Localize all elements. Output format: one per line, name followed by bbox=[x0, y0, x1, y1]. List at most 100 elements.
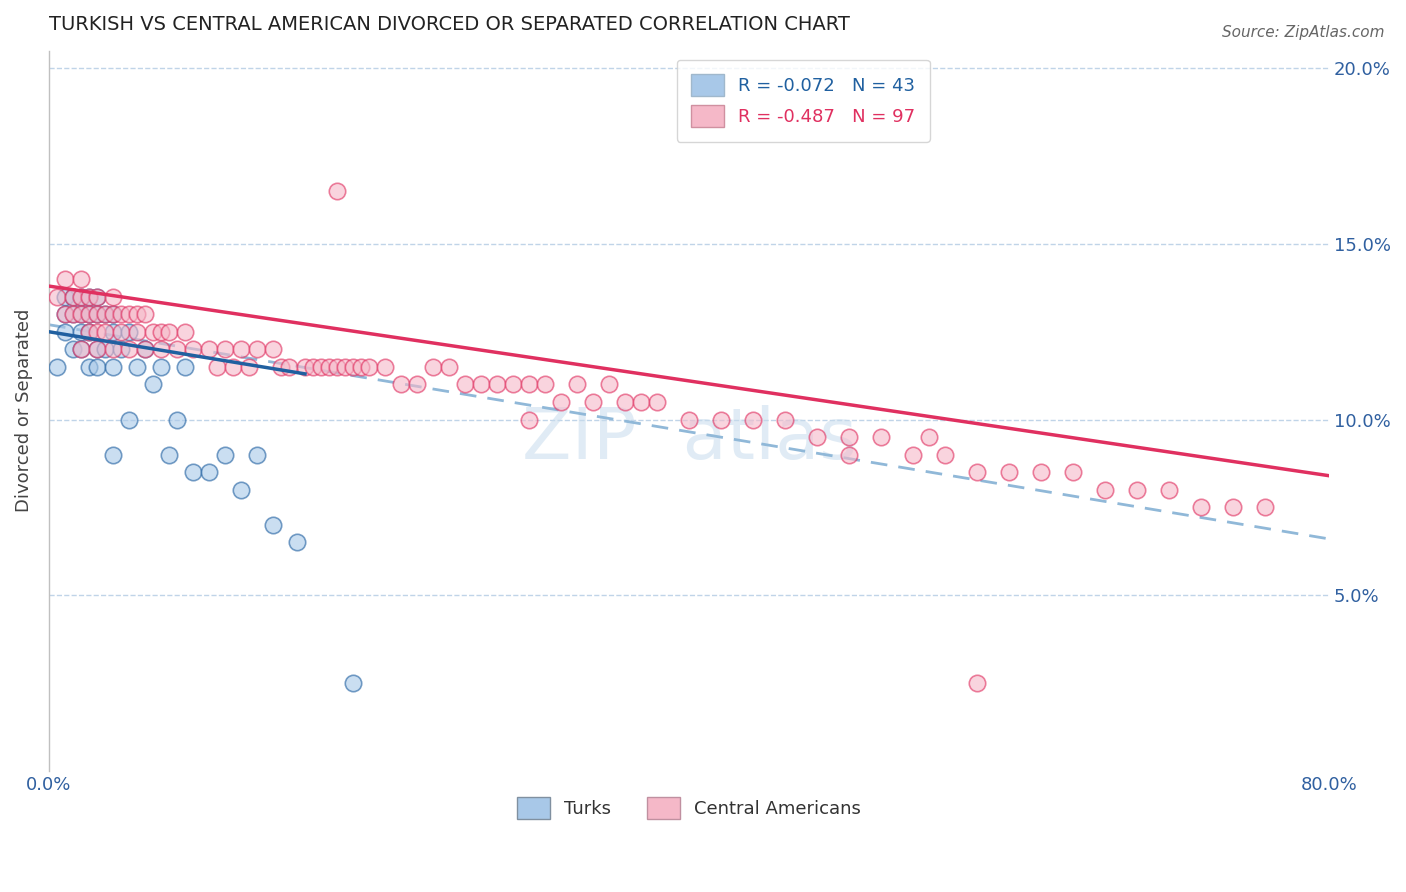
Point bbox=[838, 430, 860, 444]
Point bbox=[565, 377, 588, 392]
Point bbox=[422, 359, 444, 374]
Point bbox=[229, 343, 252, 357]
Point bbox=[149, 325, 172, 339]
Point bbox=[166, 412, 188, 426]
Point bbox=[62, 307, 84, 321]
Point bbox=[70, 343, 93, 357]
Point bbox=[285, 535, 308, 549]
Point bbox=[142, 325, 165, 339]
Point bbox=[70, 325, 93, 339]
Point bbox=[502, 377, 524, 392]
Point bbox=[870, 430, 893, 444]
Point bbox=[86, 307, 108, 321]
Point bbox=[614, 395, 637, 409]
Point bbox=[598, 377, 620, 392]
Point bbox=[773, 412, 796, 426]
Point bbox=[470, 377, 492, 392]
Point bbox=[294, 359, 316, 374]
Point bbox=[1029, 465, 1052, 479]
Point bbox=[838, 448, 860, 462]
Point bbox=[222, 359, 245, 374]
Point bbox=[86, 343, 108, 357]
Point bbox=[157, 448, 180, 462]
Point bbox=[326, 359, 349, 374]
Point bbox=[998, 465, 1021, 479]
Point bbox=[246, 343, 269, 357]
Point bbox=[125, 359, 148, 374]
Point bbox=[342, 359, 364, 374]
Point bbox=[86, 290, 108, 304]
Point bbox=[342, 676, 364, 690]
Point bbox=[278, 359, 301, 374]
Point bbox=[806, 430, 828, 444]
Point bbox=[174, 359, 197, 374]
Point bbox=[101, 325, 124, 339]
Point bbox=[157, 325, 180, 339]
Point bbox=[86, 343, 108, 357]
Point bbox=[174, 325, 197, 339]
Point bbox=[62, 307, 84, 321]
Point bbox=[101, 290, 124, 304]
Point bbox=[1254, 500, 1277, 515]
Y-axis label: Divorced or Separated: Divorced or Separated bbox=[15, 309, 32, 512]
Point bbox=[645, 395, 668, 409]
Point bbox=[77, 290, 100, 304]
Point bbox=[901, 448, 924, 462]
Point bbox=[517, 412, 540, 426]
Point bbox=[406, 377, 429, 392]
Point bbox=[53, 290, 76, 304]
Point bbox=[229, 483, 252, 497]
Point bbox=[101, 448, 124, 462]
Point bbox=[198, 465, 221, 479]
Point bbox=[582, 395, 605, 409]
Point bbox=[374, 359, 396, 374]
Point bbox=[53, 272, 76, 286]
Point bbox=[262, 517, 284, 532]
Point bbox=[70, 290, 93, 304]
Point bbox=[53, 325, 76, 339]
Point bbox=[70, 307, 93, 321]
Point bbox=[198, 343, 221, 357]
Point bbox=[1094, 483, 1116, 497]
Point bbox=[134, 343, 156, 357]
Point bbox=[1222, 500, 1244, 515]
Text: TURKISH VS CENTRAL AMERICAN DIVORCED OR SEPARATED CORRELATION CHART: TURKISH VS CENTRAL AMERICAN DIVORCED OR … bbox=[49, 15, 849, 34]
Legend: Turks, Central Americans: Turks, Central Americans bbox=[510, 790, 869, 827]
Point bbox=[46, 359, 69, 374]
Point bbox=[966, 465, 988, 479]
Point bbox=[262, 343, 284, 357]
Point bbox=[918, 430, 941, 444]
Point bbox=[110, 343, 132, 357]
Point bbox=[94, 307, 117, 321]
Point bbox=[966, 676, 988, 690]
Point bbox=[517, 377, 540, 392]
Point bbox=[534, 377, 557, 392]
Point bbox=[77, 307, 100, 321]
Point bbox=[302, 359, 325, 374]
Point bbox=[86, 290, 108, 304]
Point bbox=[238, 359, 260, 374]
Point bbox=[934, 448, 956, 462]
Point bbox=[118, 343, 141, 357]
Point bbox=[70, 343, 93, 357]
Point bbox=[742, 412, 765, 426]
Point bbox=[710, 412, 733, 426]
Point bbox=[333, 359, 356, 374]
Point bbox=[166, 343, 188, 357]
Point bbox=[214, 448, 236, 462]
Point bbox=[550, 395, 572, 409]
Point bbox=[214, 343, 236, 357]
Point bbox=[70, 272, 93, 286]
Point bbox=[118, 412, 141, 426]
Point bbox=[86, 307, 108, 321]
Point bbox=[1189, 500, 1212, 515]
Point bbox=[149, 343, 172, 357]
Point bbox=[94, 343, 117, 357]
Point bbox=[62, 290, 84, 304]
Point bbox=[630, 395, 652, 409]
Point bbox=[62, 343, 84, 357]
Point bbox=[326, 184, 349, 198]
Text: ZIP  atlas: ZIP atlas bbox=[522, 405, 856, 474]
Point bbox=[62, 290, 84, 304]
Point bbox=[77, 359, 100, 374]
